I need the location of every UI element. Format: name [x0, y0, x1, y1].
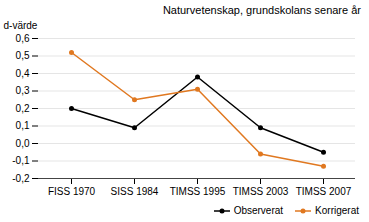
svg-text:0,0: 0,0 [16, 138, 30, 149]
svg-text:0,3: 0,3 [16, 85, 30, 96]
svg-text:SISS 1984: SISS 1984 [111, 186, 159, 197]
svg-text:TIMSS 2007: TIMSS 2007 [296, 186, 352, 197]
svg-text:TIMSS 1995: TIMSS 1995 [170, 186, 226, 197]
svg-text:0,1: 0,1 [16, 120, 30, 131]
svg-text:-0,2: -0,2 [12, 173, 30, 184]
svg-text:-0,1: -0,1 [12, 155, 30, 166]
svg-text:TIMSS 2003: TIMSS 2003 [233, 186, 289, 197]
svg-text:FISS 1970: FISS 1970 [48, 186, 96, 197]
svg-text:d-värde: d-värde [4, 20, 38, 31]
svg-text:0,5: 0,5 [16, 50, 30, 61]
svg-text:0,4: 0,4 [16, 68, 30, 79]
svg-text:0,6: 0,6 [16, 33, 30, 44]
html-text:Korrigerat: Korrigerat [315, 205, 359, 216]
html-text:Naturvetenskap, grundskolans s: Naturvetenskap, grundskolans senare år [162, 4, 361, 16]
html-text:Observerat: Observerat [233, 205, 284, 216]
svg-text:0,2: 0,2 [16, 103, 30, 114]
